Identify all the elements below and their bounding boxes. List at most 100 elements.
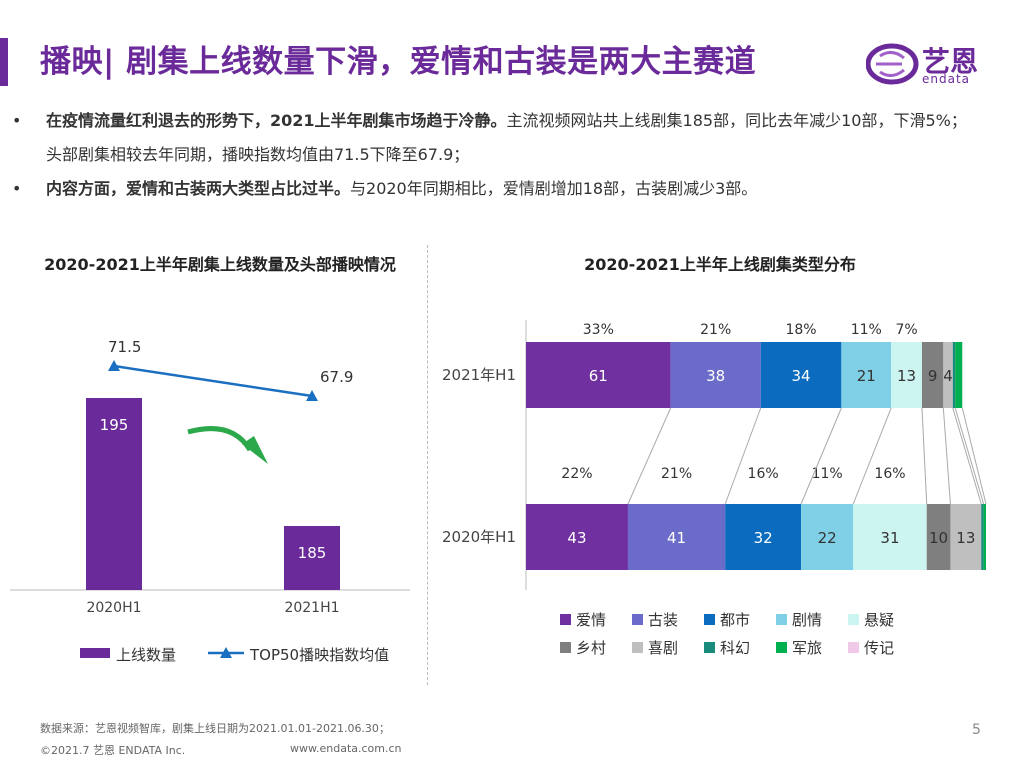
- connector-line: [852, 407, 892, 505]
- segment-悬疑-2020年H1: [853, 504, 927, 570]
- line-marker-2020H1: [108, 360, 120, 371]
- title-accent-bar: [0, 38, 8, 86]
- segment-value-乡村-2020年H1: 10: [929, 529, 948, 547]
- segment-喜剧-2020年H1: [950, 504, 982, 570]
- segment-剧情-2021年H1: [841, 342, 892, 408]
- segment-乡村-2021年H1: [921, 342, 944, 408]
- segment-value-都市-2020年H1: 32: [754, 529, 773, 547]
- legend-label-都市: 都市: [720, 611, 750, 629]
- segment-悬疑-2021年H1: [891, 342, 922, 408]
- segment-爱情-2020年H1: [526, 504, 628, 570]
- segment-pct-古装-2020年H1: 21%: [661, 466, 692, 482]
- segment-军旅-2021年H1: [955, 342, 963, 408]
- line-label-2020H1: 71.5: [108, 338, 141, 356]
- bullet-2-bold: 内容方面，爱情和古装两大类型占比过半。: [46, 179, 351, 198]
- connector-line: [954, 407, 985, 505]
- page-number: 5: [972, 722, 981, 738]
- line-marker-2021H1: [306, 390, 318, 401]
- segment-pct-爱情-2021年H1: 33%: [583, 322, 614, 338]
- legend-swatch-喜剧: [632, 642, 643, 653]
- legend-swatch-乡村: [560, 642, 571, 653]
- legend-swatch-悬疑: [848, 614, 859, 625]
- bullet-2: • 内容方面，爱情和古装两大类型占比过半。与2020年同期相比，爱情剧增加18部…: [12, 172, 972, 206]
- segment-都市-2021年H1: [760, 342, 842, 408]
- legend-label-悬疑: 悬疑: [864, 611, 894, 629]
- legend-swatch-军旅: [776, 642, 787, 653]
- logo-text: 艺恩: [922, 45, 979, 78]
- segment-pct-爱情-2020年H1: 22%: [561, 466, 592, 482]
- connector-line: [627, 407, 672, 505]
- legend-swatch-科幻: [704, 642, 715, 653]
- segment-科幻-2021年H1: [952, 342, 956, 408]
- legend-swatch-剧情: [776, 614, 787, 625]
- segment-value-爱情-2021年H1: 61: [589, 367, 608, 385]
- y-tick-2020年H1: 2020年H1: [442, 528, 516, 546]
- chart1-title: 2020-2021上半年剧集上线数量及头部播映情况: [44, 255, 396, 274]
- connector-line: [800, 407, 842, 505]
- trend-arrow-head-icon: [242, 436, 268, 464]
- segment-value-喜剧-2020年H1: 13: [956, 529, 975, 547]
- bullet-dot-icon: •: [12, 179, 22, 198]
- bullet-dot-icon: •: [12, 111, 22, 130]
- connector-line: [961, 407, 987, 505]
- bullet-2-text: 与2020年同期相比，爱情剧增加18部，古装剧减少3部。: [350, 179, 758, 198]
- data-source: 数据来源：艺恩视频智库，剧集上线日期为2021.01.01-2021.06.30…: [40, 722, 390, 735]
- chart2-stacked-bar-chart: 2021年H1 61 33% 38 21% 34 18% 21 11% 13 7% 9 4 2020年H1…: [442, 320, 987, 657]
- bullet-1: • 在疫情流量红利退去的形势下，2021上半年剧集市场趋于冷静。主流视频网站共上…: [12, 104, 972, 172]
- y-tick-2021年H1: 2021年H1: [442, 366, 516, 384]
- segment-剧情-2020年H1: [801, 504, 854, 570]
- segment-都市-2020年H1: [725, 504, 802, 570]
- line-series-path: [113, 364, 313, 398]
- segment-value-悬疑-2021年H1: 13: [897, 367, 916, 385]
- connector-line: [942, 407, 951, 505]
- segment-value-剧情-2020年H1: 22: [818, 529, 837, 547]
- bullet-1-bold: 在疫情流量红利退去的形势下，2021上半年剧集市场趋于冷静。: [46, 111, 507, 130]
- legend-marker-line: [220, 647, 232, 658]
- segment-value-剧情-2021年H1: 21: [857, 367, 876, 385]
- legend-label-喜剧: 喜剧: [648, 639, 678, 657]
- legend-label-爱情: 爱情: [576, 611, 606, 629]
- endata-logo-icon: [866, 43, 919, 85]
- legend-label-剧情: 剧情: [792, 611, 822, 629]
- legend-label-科幻: 科幻: [720, 639, 750, 657]
- bar-label-2020H1: 195: [100, 416, 129, 434]
- segment-乡村-2020年H1: [926, 504, 951, 570]
- chart1-combo-chart: 195 2020H1 185 2021H1 71.5 67.9 上线数量 TOP50播映指数均…: [10, 338, 410, 664]
- segment-value-悬疑-2020年H1: 31: [880, 529, 899, 547]
- line-label-2021H1: 67.9: [320, 368, 353, 386]
- bar-2020H1: [86, 398, 142, 590]
- legend-label-乡村: 乡村: [576, 639, 606, 657]
- page-title: 播映| 剧集上线数量下滑，爱情和古装是两大主赛道: [40, 44, 757, 80]
- segment-喜剧-2021年H1: [943, 342, 953, 408]
- legend-label-古装: 古装: [648, 611, 678, 629]
- segment-科幻-2020年H1: [981, 504, 984, 570]
- segment-pct-古装-2021年H1: 21%: [700, 322, 731, 338]
- legend-swatch-古装: [632, 614, 643, 625]
- legend-label-军旅: 军旅: [792, 639, 822, 657]
- segment-value-古装-2020年H1: 41: [667, 529, 686, 547]
- legend-label-传记: 传记: [864, 639, 894, 657]
- segment-value-都市-2021年H1: 34: [792, 367, 811, 385]
- bar-2021H1: [284, 526, 340, 590]
- segment-古装-2021年H1: [670, 342, 761, 408]
- segment-pct-剧情-2021年H1: 11%: [851, 322, 882, 338]
- segment-爱情-2021年H1: [526, 342, 671, 408]
- segment-军旅-2020年H1: [983, 504, 986, 570]
- segment-value-爱情-2020年H1: 43: [567, 529, 586, 547]
- bar-label-2021H1: 185: [298, 544, 327, 562]
- x-tick-2020H1: 2020H1: [86, 600, 141, 616]
- segment-pct-悬疑-2021年H1: 7%: [895, 322, 917, 338]
- segment-pct-都市-2021年H1: 18%: [785, 322, 816, 338]
- legend-swatch-都市: [704, 614, 715, 625]
- segment-value-古装-2021年H1: 38: [706, 367, 725, 385]
- connector-line: [921, 407, 928, 505]
- connector-line: [724, 407, 762, 505]
- connector-line: [952, 407, 982, 505]
- trend-arrow-icon: [187, 426, 253, 452]
- bullet-1-text: 主流视频网站共上线剧集185部，同比去年减少10部，下滑5%；头部剧集相较去年同…: [46, 111, 967, 164]
- website-link[interactable]: www.endata.com.cn: [290, 742, 402, 755]
- copyright: ©2021.7 艺恩 ENDATA Inc.: [40, 744, 186, 757]
- legend-label-bars: 上线数量: [116, 646, 176, 664]
- legend-swatch-传记: [848, 642, 859, 653]
- segment-value-喜剧-2021年H1: 4: [943, 367, 953, 385]
